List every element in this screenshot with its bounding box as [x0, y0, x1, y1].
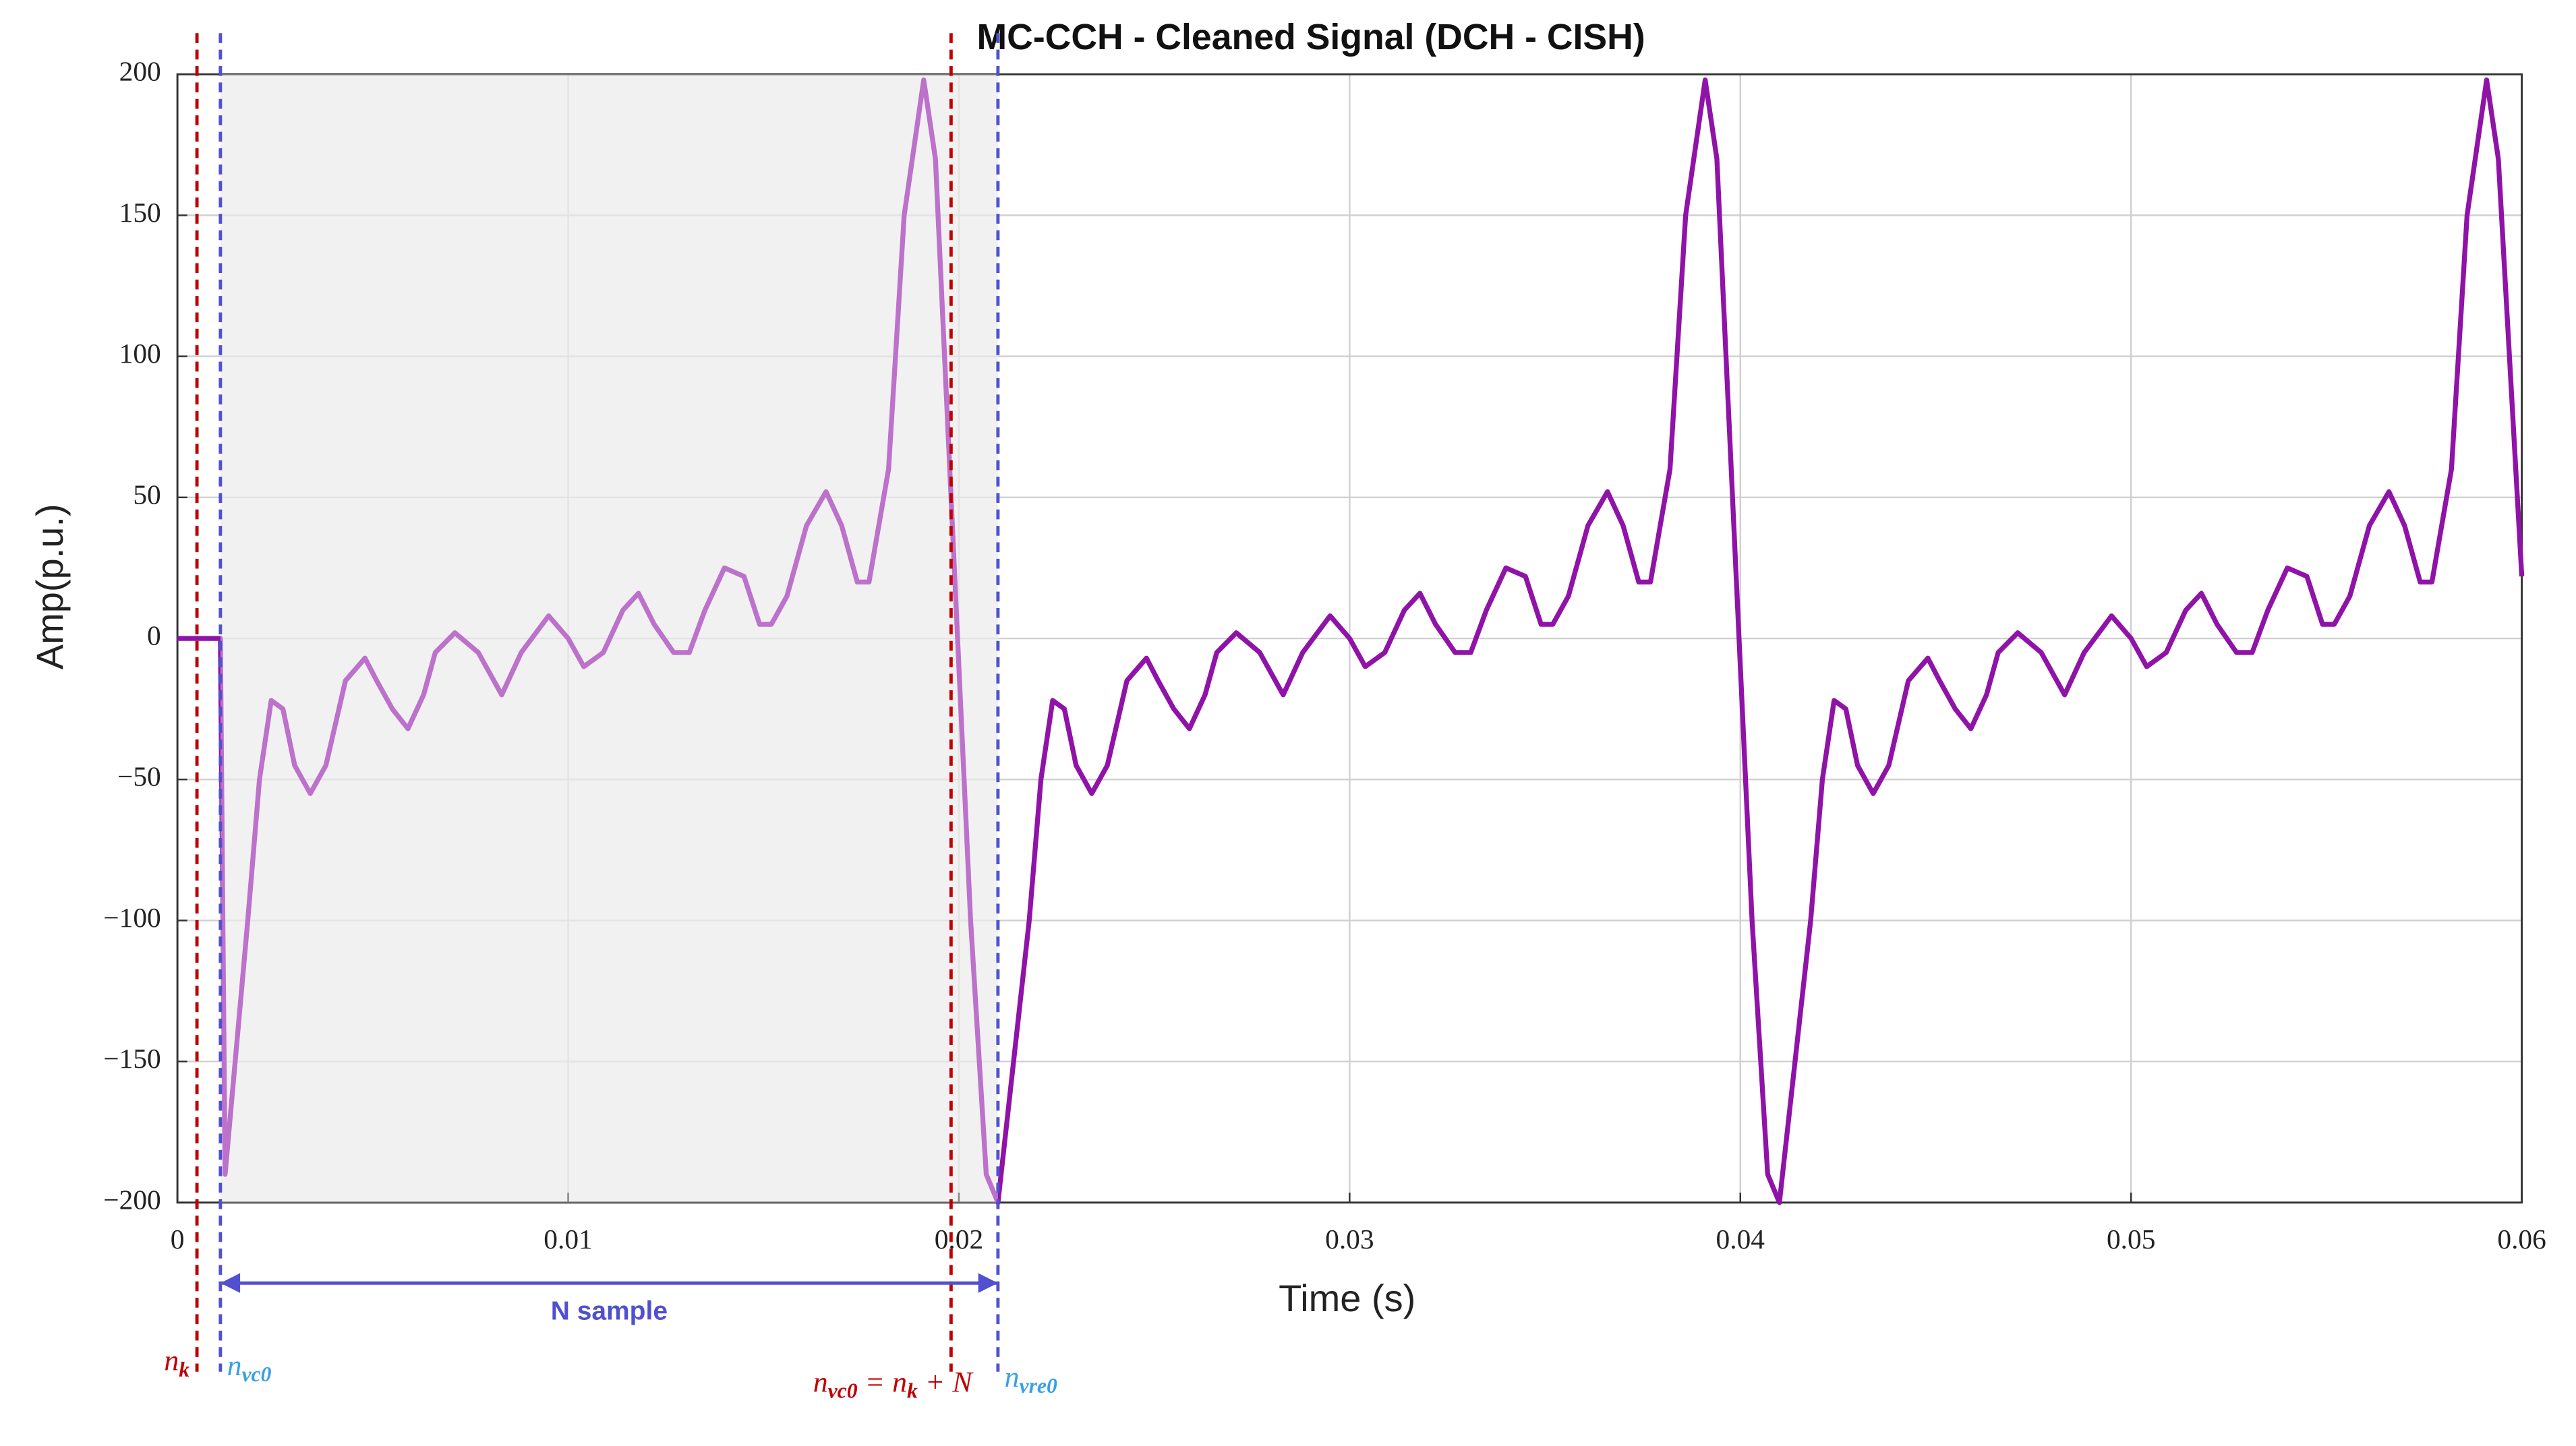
marker-label-sub: vc0 [242, 1362, 272, 1386]
chart-title: MC-CCH - Cleaned Signal (DCH - CISH) [977, 17, 1645, 57]
y-tick-label: 0 [147, 620, 161, 651]
arrow-head [220, 1273, 241, 1293]
marker-label-part: + N [918, 1366, 974, 1398]
marker-label: nvre0​ [1005, 1361, 1057, 1397]
marker-label-sub: vre0 [1020, 1374, 1057, 1397]
marker-label: nvc0​ [227, 1350, 272, 1386]
x-tick-label: 0 [171, 1224, 185, 1255]
y-tick-label: 150 [119, 197, 161, 228]
span-label: N sample [551, 1296, 668, 1325]
marker-label-part: n [227, 1350, 242, 1382]
y-tick-label: −200 [103, 1184, 160, 1215]
y-tick-label: 200 [119, 56, 161, 87]
marker-label-part: n [164, 1345, 179, 1377]
x-tick-label: 0.06 [2497, 1224, 2546, 1255]
marker-label-part: = [858, 1366, 893, 1398]
marker-label: nvc0​ = nk​ + N [813, 1366, 974, 1402]
x-tick-label: 0.05 [2107, 1224, 2155, 1255]
y-axis-label: Amp(p.u.) [28, 504, 71, 669]
y-tick-label: 100 [119, 338, 161, 369]
y-tick-label: −50 [117, 761, 161, 792]
shade-overlay [220, 74, 998, 1203]
marker-label-sub: vc0 [828, 1379, 858, 1403]
y-tick-label: −150 [103, 1043, 160, 1074]
marker-label-sub: k [179, 1358, 189, 1381]
y-tick-label: 50 [133, 479, 160, 510]
x-tick-label: 0.02 [935, 1224, 983, 1255]
signal-line [177, 77, 2525, 1205]
x-tick-label: 0.01 [544, 1224, 592, 1255]
x-tick-label: 0.03 [1325, 1224, 1374, 1255]
marker-label-sub: k [907, 1379, 918, 1403]
x-tick-label: 0.04 [1716, 1224, 1765, 1255]
x-axis-label: Time (s) [1279, 1277, 1415, 1319]
y-tick-label: −100 [103, 902, 160, 933]
marker-label: nk​ [164, 1345, 189, 1381]
arrow-head [978, 1273, 998, 1293]
marker-label-part: n [1005, 1361, 1020, 1393]
marker-label-part: n [813, 1366, 828, 1398]
marker-label-part: n [892, 1366, 907, 1398]
